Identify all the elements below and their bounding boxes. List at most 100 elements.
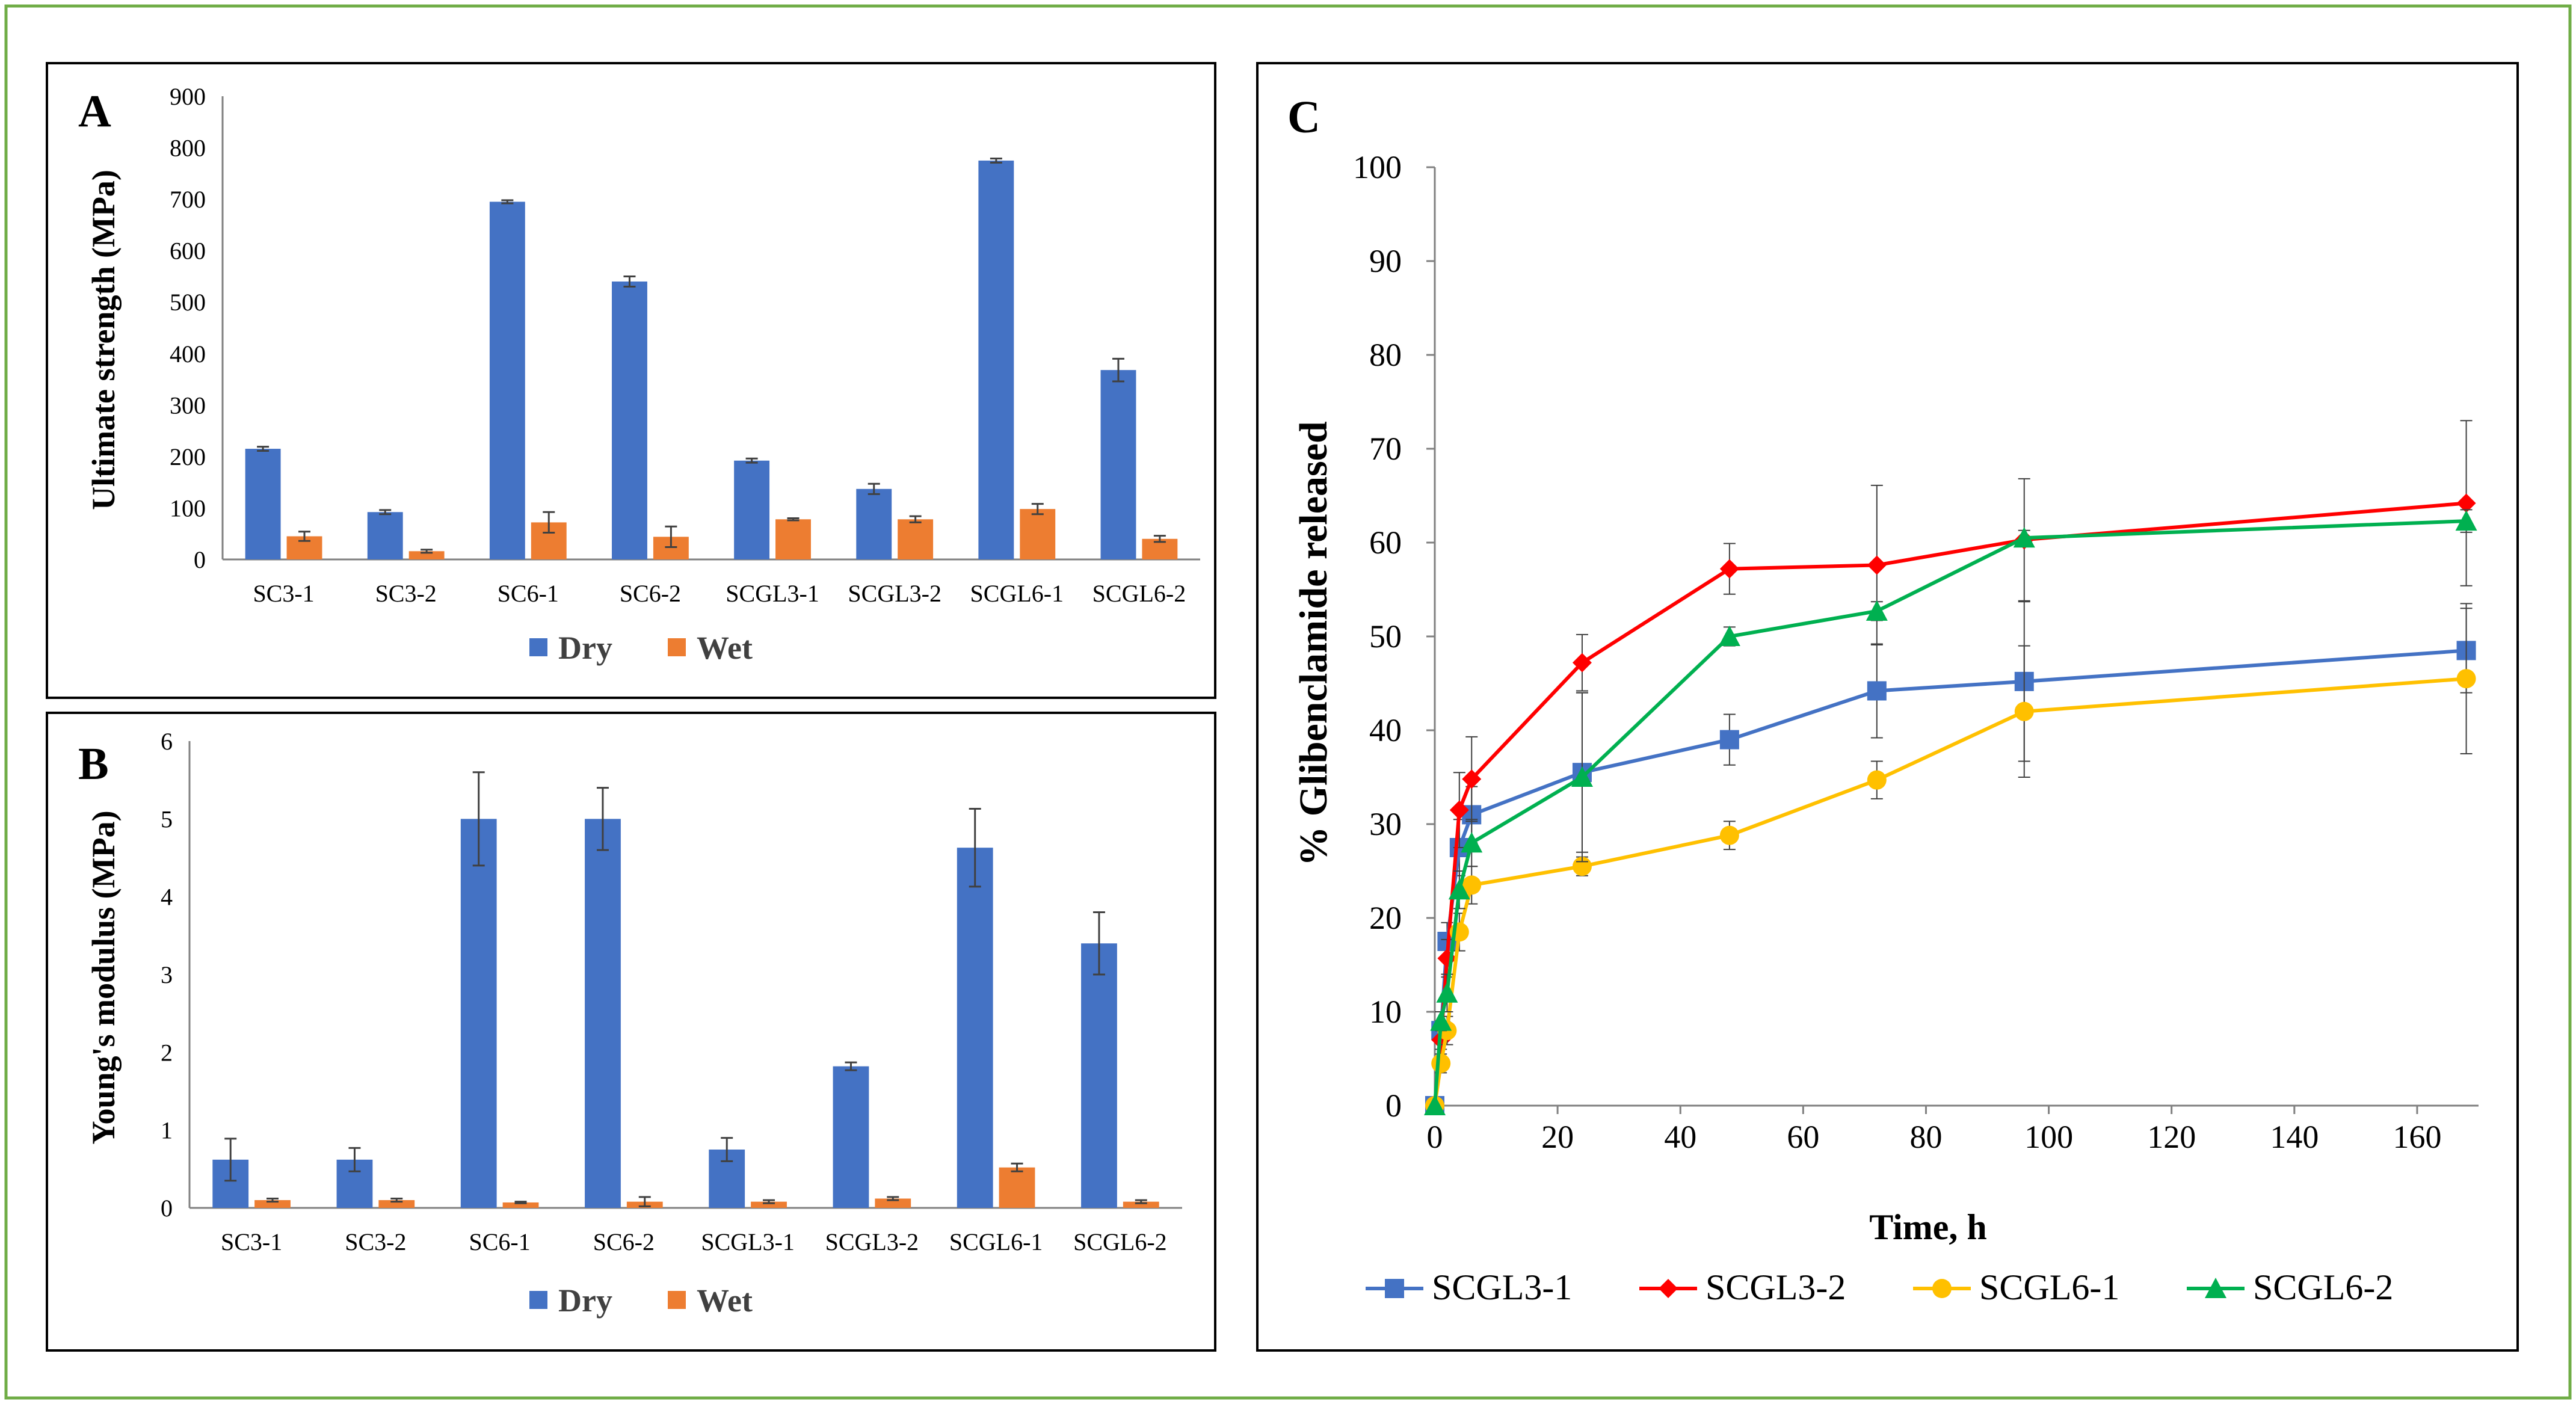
panel-a-letter: A — [78, 86, 111, 137]
category-label: SCGL6-2 — [1092, 580, 1186, 607]
legend-label-dry: Dry — [558, 1282, 612, 1319]
series-scgl6-2 — [1424, 509, 2477, 1115]
bar-wet — [751, 1201, 787, 1208]
y-tick-label: 400 — [170, 340, 206, 368]
marker-diamond — [1572, 653, 1592, 673]
x-tick-label: 60 — [1787, 1119, 1819, 1155]
y-tick-label: 90 — [1369, 243, 1402, 279]
x-tick-label: 160 — [2393, 1119, 2441, 1155]
y-tick-label: 80 — [1369, 337, 1402, 373]
category-label: SCGL6-2 — [1073, 1228, 1167, 1255]
x-tick-label: 120 — [2147, 1119, 2196, 1155]
y-tick-label: 600 — [170, 238, 206, 265]
marker-circle — [1867, 770, 1887, 790]
category-label: SCGL3-1 — [726, 580, 819, 607]
y-tick-label: 100 — [1353, 149, 1402, 185]
bar-wet — [408, 551, 445, 559]
bar-wet — [254, 1200, 291, 1208]
marker-triangle — [2205, 1278, 2226, 1298]
marker-diamond — [1462, 769, 1482, 789]
bar-dry — [978, 160, 1014, 559]
legend-label-scgl3-1: SCGL3-1 — [1432, 1267, 1572, 1307]
panel-c: C % Glibenclamide released Time, h 0 10 20… — [1256, 62, 2519, 1352]
panel-b-plot: 0 1 2 3 4 5 6 SC3-1 SC3-2 SC6-1 SC6-2 SCGL3-1 SCGL3-… — [161, 728, 1182, 1319]
y-tick-label: 700 — [170, 186, 206, 213]
marker-diamond — [2456, 493, 2476, 513]
bar-wet — [1123, 1201, 1159, 1208]
y-tick-label: 70 — [1369, 431, 1402, 467]
panel-c-plot: 0 10 20 30 40 50 60 70 80 90 100 0 20 40 60 80 100 120 140… — [1353, 149, 2479, 1307]
panel-c-letter: C — [1287, 92, 1320, 143]
x-tick-label: 20 — [1541, 1119, 1574, 1155]
bar-dry — [460, 819, 497, 1208]
marker-diamond — [1449, 800, 1469, 820]
marker-square — [1719, 730, 1739, 750]
y-tick-label: 3 — [161, 961, 173, 988]
bar-wet — [775, 519, 811, 559]
marker-triangle — [1424, 1095, 1446, 1115]
panel-c-border — [1256, 62, 2519, 1352]
x-tick-label: 40 — [1664, 1119, 1696, 1155]
y-tick-label: 20 — [1369, 900, 1402, 936]
marker-triangle — [1866, 600, 1888, 621]
marker-circle — [2456, 669, 2476, 689]
bar-dry — [1081, 943, 1117, 1208]
category-label: SC6-1 — [498, 580, 559, 607]
category-label: SC3-2 — [375, 580, 437, 607]
panel-b-letter: B — [78, 739, 109, 789]
y-tick-label: 4 — [161, 884, 173, 911]
y-tick-label: 0 — [161, 1195, 173, 1222]
marker-triangle — [1461, 832, 1483, 853]
marker-circle — [1462, 875, 1482, 895]
y-tick-label: 0 — [1385, 1088, 1402, 1124]
legend-label-scgl6-2: SCGL6-2 — [2253, 1267, 2393, 1307]
marker-square — [1867, 681, 1887, 701]
panel-b-y-label: Young's modulus (MPa) — [85, 810, 122, 1144]
legend-swatch-dry — [529, 1291, 547, 1309]
y-tick-label: 100 — [170, 494, 206, 522]
bar-dry — [1100, 370, 1136, 559]
y-tick-label: 60 — [1369, 525, 1402, 561]
bar-wet — [875, 1198, 911, 1208]
category-label: SCGL3-1 — [701, 1228, 795, 1255]
legend-label-wet: Wet — [697, 1282, 753, 1319]
marker-triangle — [1448, 879, 1470, 900]
y-tick-label: 2 — [161, 1039, 173, 1066]
marker-diamond — [1719, 559, 1739, 579]
marker-square — [1385, 1279, 1404, 1298]
x-tick-label: 80 — [1909, 1119, 1942, 1155]
y-tick-label: 30 — [1369, 806, 1402, 842]
marker-diamond — [1867, 555, 1887, 575]
marker-triangle — [1571, 766, 1593, 787]
bar-wet — [898, 519, 934, 559]
category-label: SC6-2 — [593, 1228, 655, 1255]
bar-dry — [585, 819, 621, 1208]
bar-wet — [999, 1167, 1035, 1208]
panel-c-y-label: % Glibenclamide released — [1292, 421, 1336, 866]
marker-triangle — [2455, 510, 2477, 531]
legend-swatch-wet — [668, 638, 686, 656]
legend-label-wet: Wet — [697, 630, 753, 666]
bar-wet — [502, 1202, 539, 1208]
panel-c-x-label: Time, h — [1869, 1207, 1987, 1247]
category-label: SCGL3-2 — [825, 1228, 919, 1255]
series-line — [1433, 519, 2467, 1106]
legend-label-dry: Dry — [558, 630, 612, 666]
marker-triangle — [1430, 1010, 1452, 1031]
bar-dry — [367, 512, 403, 559]
y-tick-label: 40 — [1369, 712, 1402, 748]
bar-dry — [856, 488, 892, 559]
marker-circle — [2014, 701, 2034, 721]
category-label: SCGL6-1 — [970, 580, 1064, 607]
panel-a: A Ultimate strength (MPa) 0 100 200 300 400 5… — [46, 62, 1216, 699]
marker-diamond — [1659, 1279, 1678, 1298]
marker-circle — [1719, 825, 1739, 845]
panel-a-y-label: Ultimate strength (MPa) — [85, 170, 122, 510]
marker-triangle — [1436, 982, 1458, 1003]
category-label: SC3-1 — [253, 580, 314, 607]
series-line — [1433, 677, 2467, 1106]
bar-dry — [957, 848, 993, 1208]
category-label: SC3-2 — [345, 1228, 406, 1255]
panel-b: B Young's modulus (MPa) 0 1 2 3 4 5 6 SC3-1 SC3-… — [46, 712, 1216, 1352]
